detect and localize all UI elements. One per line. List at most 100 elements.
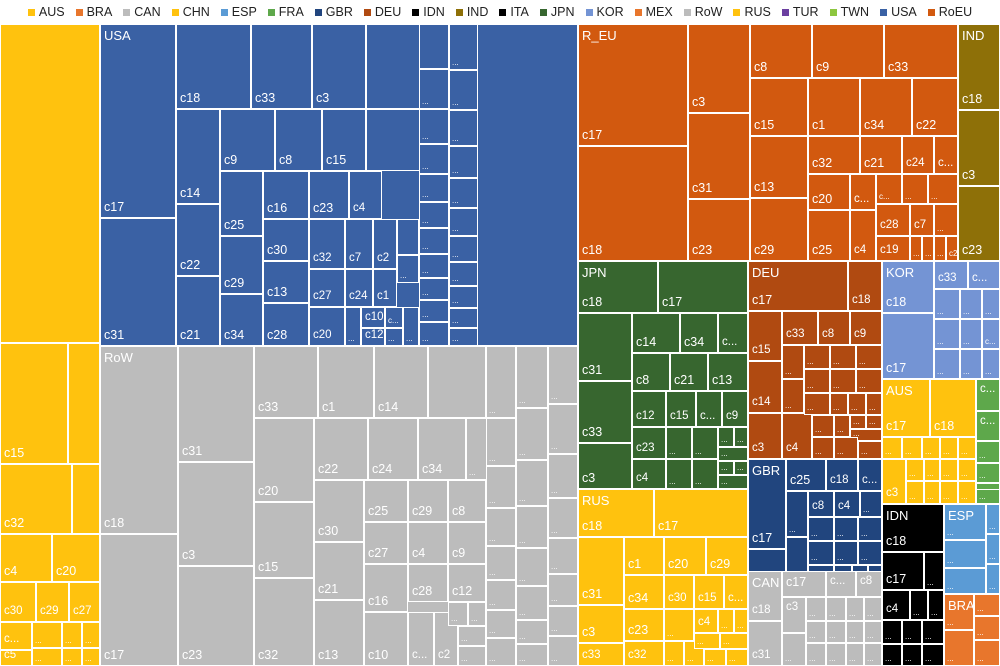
treemap-tile[interactable]: c9 <box>850 311 882 345</box>
legend-item-jpn[interactable]: JPN <box>539 6 575 19</box>
treemap-tile[interactable]: ... <box>834 541 858 565</box>
treemap-tile[interactable]: ... <box>419 278 449 300</box>
treemap-tile[interactable]: c15 <box>0 343 68 464</box>
treemap-tile[interactable]: ... <box>449 286 478 308</box>
legend-item-row[interactable]: RoW <box>683 6 722 19</box>
treemap-tile[interactable]: ... <box>982 349 1000 379</box>
treemap-tile[interactable]: c33 <box>934 261 968 289</box>
treemap-tile[interactable]: c15 <box>694 575 724 609</box>
treemap-tile[interactable]: ... <box>403 307 419 346</box>
treemap-tile[interactable]: c34 <box>624 575 664 609</box>
treemap-tile[interactable]: c... <box>858 459 882 491</box>
treemap-tile[interactable]: c8 <box>808 491 834 517</box>
treemap-tile[interactable]: ... <box>902 437 922 459</box>
treemap-tile[interactable]: ... <box>986 534 1000 564</box>
treemap-tile[interactable]: c1 <box>624 537 664 575</box>
treemap-tile[interactable]: c34 <box>860 78 912 136</box>
treemap-tile[interactable]: c8 <box>750 24 812 78</box>
legend-item-kor[interactable]: KOR <box>585 6 624 19</box>
treemap-tile[interactable]: c17 <box>658 261 748 313</box>
treemap-tile[interactable]: ... <box>934 204 958 236</box>
treemap-tile[interactable]: ... <box>548 498 578 538</box>
treemap-tile[interactable]: c25 <box>808 210 850 261</box>
treemap-tile[interactable]: ... <box>934 319 960 349</box>
treemap-tile[interactable]: c5 <box>0 650 32 666</box>
treemap-tile[interactable]: ... <box>486 580 516 610</box>
treemap-tile[interactable]: c15 <box>322 109 366 171</box>
treemap-tile[interactable]: c34 <box>220 294 263 346</box>
treemap-tile[interactable]: ... <box>397 255 419 283</box>
treemap-tile[interactable]: c3 <box>748 413 782 459</box>
treemap-tile[interactable]: c4 <box>850 210 876 261</box>
treemap-tile[interactable]: c31 <box>578 537 624 605</box>
treemap-tile[interactable]: c13 <box>750 136 808 198</box>
treemap-tile[interactable]: c30 <box>263 219 309 261</box>
treemap-tile[interactable]: c23 <box>178 566 254 666</box>
treemap-tile[interactable]: ... <box>858 517 882 541</box>
treemap-tile[interactable]: ... <box>516 408 548 460</box>
treemap-tile[interactable]: ... <box>860 491 882 517</box>
treemap-tile[interactable]: ... <box>516 346 548 408</box>
treemap-tile[interactable]: c18 <box>176 24 251 109</box>
treemap-tile[interactable]: ... <box>830 345 856 369</box>
treemap-tile[interactable]: c15 <box>666 391 696 427</box>
treemap-tile[interactable]: ... <box>806 597 826 621</box>
treemap-tile[interactable]: c14 <box>176 109 220 204</box>
treemap-tile[interactable]: ... <box>974 616 1000 640</box>
treemap-tile[interactable]: c4 <box>694 609 718 633</box>
treemap-tile[interactable]: c8 <box>856 571 882 597</box>
legend-item-can[interactable]: CAN <box>123 6 161 19</box>
treemap-tile[interactable]: ... <box>448 602 468 626</box>
treemap-tile[interactable]: ... <box>864 643 882 666</box>
treemap-tile[interactable]: c13 <box>314 600 364 666</box>
treemap-tile[interactable]: c29 <box>750 198 808 261</box>
treemap-tile[interactable]: c29 <box>220 236 263 294</box>
treemap-tile[interactable]: c17 <box>578 24 688 146</box>
treemap-tile[interactable]: c18 <box>100 346 178 534</box>
treemap-tile[interactable]: ... <box>32 622 62 648</box>
treemap-tile[interactable]: ... <box>82 648 100 666</box>
treemap-tile[interactable]: c23 <box>946 236 958 261</box>
treemap-tile[interactable]: ... <box>924 459 940 481</box>
treemap-tile[interactable]: ... <box>516 460 548 506</box>
treemap-tile[interactable]: ... <box>516 506 548 548</box>
treemap-tile[interactable]: ... <box>419 228 449 254</box>
treemap-tile[interactable]: c17 <box>882 379 930 437</box>
treemap-tile[interactable]: ... <box>419 109 449 144</box>
treemap-tile[interactable]: c19 <box>876 236 910 261</box>
treemap-tile[interactable]: ... <box>782 345 804 379</box>
treemap-tile[interactable]: c... <box>976 379 1000 411</box>
treemap-tile[interactable]: c25 <box>220 171 263 236</box>
legend-item-rus[interactable]: RUS <box>733 6 771 19</box>
treemap-tile[interactable]: c21 <box>314 542 364 600</box>
treemap-tile[interactable]: c32 <box>254 578 314 666</box>
treemap-tile[interactable]: ... <box>666 459 692 489</box>
treemap-tile[interactable]: c12 <box>448 564 486 602</box>
treemap-tile[interactable]: c8 <box>275 109 322 171</box>
treemap-tile[interactable]: c33 <box>578 643 624 666</box>
treemap-tile[interactable]: ... <box>666 427 692 459</box>
treemap-tile[interactable]: c... <box>0 622 32 650</box>
treemap-tile[interactable]: ... <box>486 638 516 666</box>
treemap-tile[interactable]: c24 <box>345 269 373 307</box>
treemap-tile[interactable]: ... <box>846 643 864 666</box>
treemap-tile[interactable]: c28 <box>263 303 309 346</box>
treemap-tile[interactable]: c16 <box>364 564 408 612</box>
treemap-tile[interactable]: c7 <box>910 204 934 236</box>
treemap-tile[interactable]: ... <box>846 621 864 643</box>
treemap-tile[interactable]: c14 <box>374 346 428 418</box>
treemap-tile[interactable]: c20 <box>52 534 100 582</box>
treemap-tile[interactable]: ... <box>864 597 882 621</box>
treemap-tile[interactable]: ... <box>548 538 578 574</box>
treemap-tile[interactable]: c... <box>718 313 748 353</box>
treemap-tile[interactable]: ... <box>468 602 486 626</box>
treemap-tile[interactable]: ... <box>458 626 486 646</box>
treemap-tile[interactable]: c18 <box>958 24 1000 110</box>
treemap-tile[interactable]: ... <box>826 643 846 666</box>
treemap-tile[interactable]: ... <box>664 609 694 641</box>
treemap-tile[interactable]: c29 <box>36 582 69 622</box>
legend-item-aus[interactable]: AUS <box>27 6 65 19</box>
treemap-tile[interactable]: c3 <box>578 443 632 489</box>
treemap-tile[interactable]: ... <box>826 597 846 621</box>
treemap-tile[interactable]: c1 <box>318 346 374 418</box>
